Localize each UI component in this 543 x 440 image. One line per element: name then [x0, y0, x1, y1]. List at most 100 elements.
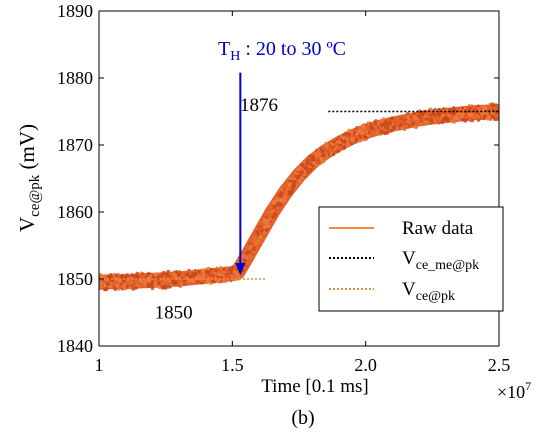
raw-data-point [271, 208, 276, 213]
raw-data-point [489, 118, 492, 121]
raw-data-point [217, 273, 220, 277]
raw-data-point [308, 154, 312, 158]
raw-data-point [403, 122, 406, 125]
raw-data-point [363, 135, 367, 138]
x-tick-label-1: 1.5 [221, 355, 244, 375]
raw-data-point [288, 192, 292, 196]
raw-data-point [196, 269, 201, 274]
raw-data-point [271, 215, 276, 219]
raw-data-point [389, 128, 394, 133]
raw-data-point [169, 286, 172, 289]
raw-data-point [350, 142, 353, 145]
raw-data-point [484, 111, 488, 116]
raw-data-point [161, 270, 166, 275]
raw-data-point [355, 137, 359, 142]
raw-data-point [208, 273, 211, 276]
raw-data-point [253, 237, 257, 240]
raw-data-point [236, 274, 240, 279]
raw-data-point [269, 206, 272, 210]
raw-data-point [450, 114, 453, 117]
raw-data-point [332, 139, 336, 144]
raw-data-point [124, 276, 127, 279]
raw-data-point [297, 172, 300, 175]
raw-data-point [317, 162, 320, 165]
raw-data-point [158, 285, 162, 290]
raw-data-point [343, 131, 348, 136]
raw-data-point [294, 171, 298, 175]
raw-data-point [347, 128, 352, 133]
raw-data-point [494, 103, 498, 107]
x-multiplier-base: ×10 [497, 382, 525, 402]
raw-data-point [414, 125, 417, 129]
raw-data-point [420, 119, 423, 122]
raw-data-point [258, 235, 263, 239]
raw-data-point [291, 183, 296, 188]
raw-data-point [317, 148, 321, 152]
raw-data-point [392, 122, 395, 126]
raw-data-point [179, 282, 183, 287]
th-annotation-sub: H [230, 49, 240, 64]
raw-data-point [174, 270, 179, 274]
raw-data-point [215, 266, 218, 269]
x-axis-ticks: 1 1.5 2.0 2.5 [95, 11, 510, 375]
raw-data-point [219, 265, 223, 269]
raw-data-point [392, 125, 397, 130]
raw-data-point [222, 270, 226, 274]
raw-data-point [468, 112, 472, 116]
raw-data-point [213, 281, 216, 284]
raw-data-point [483, 105, 488, 111]
raw-data-point [389, 116, 394, 121]
raw-data-point [304, 162, 308, 165]
raw-data-point [256, 232, 261, 236]
raw-data-point [162, 284, 167, 289]
raw-data-point [164, 279, 167, 283]
raw-data-point [414, 118, 417, 121]
raw-data-point [193, 268, 197, 272]
raw-data-point [171, 280, 176, 285]
raw-data-point [450, 116, 453, 119]
raw-data-point [135, 274, 140, 280]
raw-data-point [183, 282, 186, 286]
raw-data-point [440, 120, 445, 125]
raw-data-point [385, 130, 390, 135]
raw-data-point [112, 284, 116, 289]
raw-data-point [199, 276, 202, 279]
raw-data-point [437, 112, 442, 117]
y-axis-label-main: V [15, 217, 39, 232]
raw-data-point [312, 153, 316, 157]
raw-data-point [246, 250, 251, 255]
x-tick-label-0: 1 [95, 355, 104, 375]
raw-data-point [110, 274, 113, 277]
raw-data-point [311, 164, 315, 168]
raw-data-point [337, 135, 340, 138]
raw-data-point [178, 272, 182, 277]
raw-data-point [342, 136, 346, 141]
raw-data-point [346, 141, 350, 145]
raw-data-point [180, 278, 183, 281]
raw-data-point [428, 119, 432, 122]
raw-data-point [291, 187, 295, 191]
raw-data-point [290, 176, 293, 180]
raw-data-point [377, 123, 381, 127]
x-axis-label: Time [0.1 ms] [261, 376, 369, 397]
raw-data-point [412, 115, 417, 120]
raw-data-point [123, 282, 126, 286]
raw-data-point [293, 177, 296, 181]
raw-data-point [100, 286, 103, 289]
raw-data-point [312, 161, 316, 165]
raw-data-point [412, 112, 416, 116]
raw-data-point [221, 273, 224, 277]
raw-data-point [424, 117, 429, 122]
raw-data-point [283, 195, 287, 199]
raw-data-point [329, 152, 333, 156]
raw-data-point [358, 129, 361, 133]
raw-data-point [265, 216, 268, 219]
raw-data-point [319, 158, 323, 161]
raw-data-point [154, 280, 158, 284]
raw-data-point [220, 281, 223, 284]
raw-data-point [125, 273, 129, 278]
raw-data-point [452, 106, 456, 109]
raw-data-point [400, 117, 404, 121]
raw-data-point [285, 187, 290, 191]
raw-data-point [316, 150, 319, 154]
